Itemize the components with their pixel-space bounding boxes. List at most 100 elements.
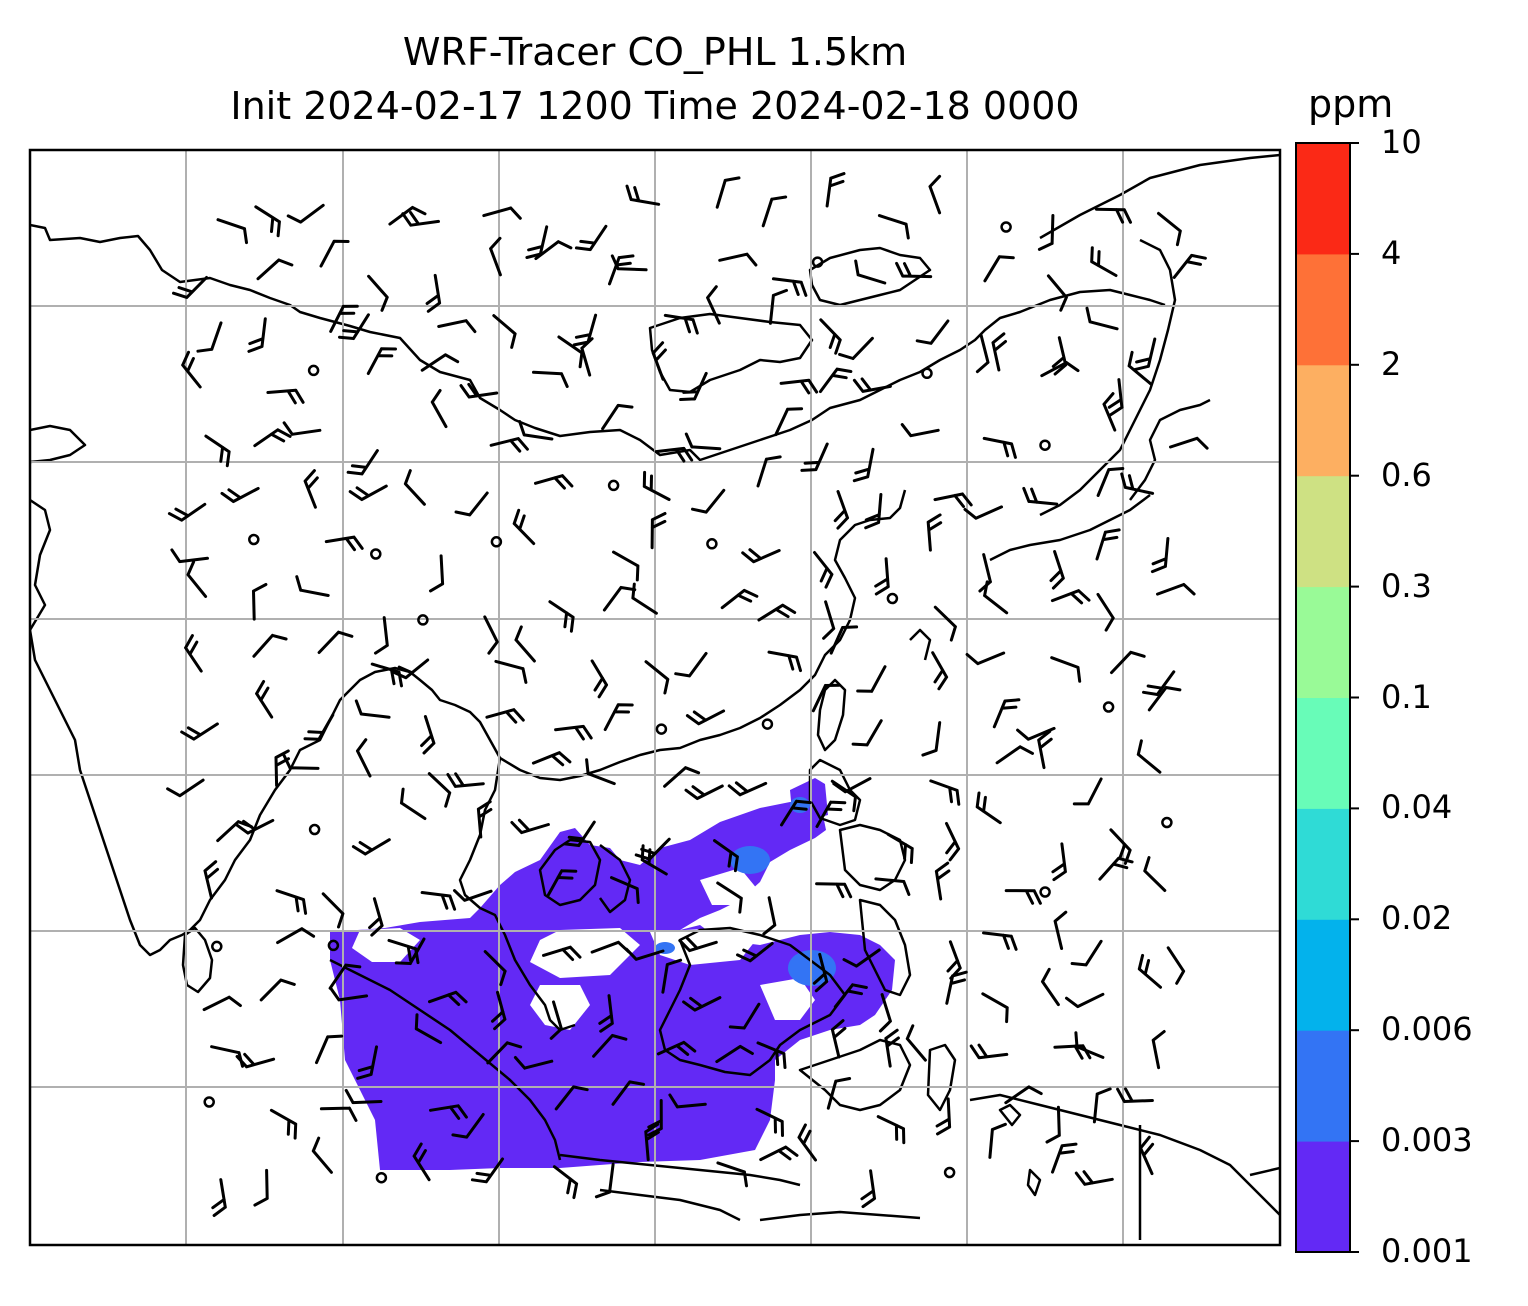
wind-barb — [494, 659, 528, 684]
wind-barb — [684, 432, 722, 451]
wind-barb — [483, 615, 499, 655]
wind-barb — [425, 273, 442, 313]
wind-barb — [815, 800, 847, 828]
wind-barb — [1107, 378, 1124, 417]
colorbar-segment — [1296, 475, 1350, 588]
wind-barb — [348, 484, 388, 501]
wind-barb — [771, 277, 808, 297]
calm-wind-marker — [203, 1096, 215, 1108]
wind-barb — [741, 548, 781, 564]
wind-barb — [476, 800, 493, 839]
wind-barb — [256, 258, 294, 281]
wind-barb — [1051, 1142, 1078, 1174]
wind-barb — [678, 936, 718, 953]
wind-barb — [603, 703, 634, 732]
wind-barb — [611, 1080, 646, 1106]
wind-barb — [514, 625, 536, 663]
wind-barb — [900, 423, 940, 438]
wind-barb — [368, 897, 384, 937]
wind-barb — [254, 205, 281, 238]
calm-wind-marker — [308, 823, 321, 836]
wind-barb — [685, 709, 726, 726]
wind-barb — [797, 1123, 817, 1162]
wind-barb — [759, 1145, 799, 1162]
wind-barb — [400, 787, 427, 820]
wind-barb — [727, 781, 768, 797]
wind-barb — [674, 651, 708, 678]
wind-barb — [931, 651, 949, 691]
wind-barb — [864, 493, 883, 530]
wind-barb — [895, 261, 933, 279]
wind-barb — [321, 892, 345, 929]
wind-barb — [412, 1142, 431, 1182]
calm-wind-marker — [1039, 439, 1051, 451]
wind-barb — [319, 239, 350, 268]
wind-barb — [356, 738, 372, 778]
wind-barb — [1096, 592, 1115, 632]
wind-barb — [401, 211, 440, 227]
wind-barb — [428, 990, 468, 1006]
wind-barb — [266, 388, 305, 405]
map-frame — [28, 148, 1282, 1247]
wind-barb — [1151, 1030, 1166, 1070]
wind-barb — [1004, 889, 1042, 905]
wind-barb — [826, 1077, 852, 1110]
wind-barb — [356, 1045, 378, 1080]
wind-barb — [933, 605, 957, 642]
colorbar — [1295, 142, 1359, 1253]
map-gridlines — [30, 150, 1280, 1245]
wind-barb — [252, 633, 288, 658]
wind-barb — [351, 838, 391, 856]
wind-barb — [874, 877, 911, 896]
calm-wind-marker — [886, 592, 899, 605]
wind-barb — [1110, 650, 1146, 675]
wind-barb — [854, 259, 887, 285]
wind-barb — [354, 699, 391, 719]
colorbar-tick-label: 0.6 — [1381, 455, 1432, 494]
wind-barb — [934, 861, 951, 901]
wind-barb — [668, 1093, 707, 1109]
wind-barb — [203, 860, 219, 900]
wind-barb — [1166, 946, 1186, 985]
wind-barb — [691, 488, 726, 514]
wind-barb — [625, 947, 665, 961]
wind-barb — [851, 719, 883, 747]
colorbar-tick-label: 0.04 — [1381, 788, 1453, 827]
wind-barb — [512, 508, 536, 546]
wind-barb — [755, 1107, 784, 1137]
wind-barb — [1085, 306, 1119, 331]
map-title-line1: WRF-Tracer CO_PHL 1.5km — [402, 30, 908, 74]
wind-barb — [1053, 1044, 1092, 1060]
wind-barb — [276, 927, 316, 945]
wind-barb — [204, 434, 231, 468]
wind-barb — [196, 321, 223, 353]
wind-barb — [592, 1034, 628, 1058]
wind-barb — [608, 254, 635, 286]
calm-wind-marker — [327, 939, 340, 952]
wind-barb — [420, 715, 436, 755]
wind-barb — [1049, 550, 1065, 590]
wind-barb — [420, 891, 457, 911]
wind-barb — [202, 995, 242, 1012]
wind-barb — [761, 195, 788, 228]
wind-barb — [1156, 583, 1196, 596]
wind-barb — [574, 224, 608, 252]
wind-barb — [172, 276, 208, 299]
wind-barb — [235, 818, 275, 835]
wind-barb — [921, 721, 942, 757]
colorbar-segment — [1296, 1030, 1350, 1142]
wind-barb — [572, 313, 598, 347]
wind-barb — [838, 336, 874, 360]
wind-barb — [525, 225, 549, 259]
wind-barb — [1050, 589, 1091, 605]
wind-barb — [842, 948, 881, 968]
wind-barb — [459, 382, 499, 399]
wind-barb — [876, 1115, 906, 1145]
wind-barb — [534, 240, 573, 261]
calm-wind-marker — [607, 479, 620, 492]
calm-wind-marker — [811, 256, 824, 268]
wind-barb — [905, 1024, 927, 1062]
colorbar-tick-label: 0.006 — [1381, 1010, 1473, 1049]
wind-barb — [346, 449, 379, 476]
